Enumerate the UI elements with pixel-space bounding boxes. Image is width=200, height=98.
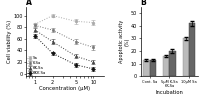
Text: B: B <box>141 0 146 7</box>
Y-axis label: Apoptotic activity
(%): Apoptotic activity (%) <box>119 20 130 63</box>
Bar <box>143 60 150 76</box>
X-axis label: Incubation: Incubation <box>155 90 183 95</box>
Bar <box>150 60 156 76</box>
Y-axis label: Cell viability (%): Cell viability (%) <box>7 20 12 63</box>
Legend: Sa, K-Sa, KK-Sa, KKK-Sa: Sa, K-Sa, KK-Sa, KKK-Sa <box>27 56 47 76</box>
X-axis label: Concentration (μM): Concentration (μM) <box>39 86 90 91</box>
Text: A: A <box>26 0 32 7</box>
Bar <box>189 23 195 76</box>
Bar <box>163 56 169 76</box>
Bar <box>183 39 189 76</box>
Bar <box>169 51 176 76</box>
